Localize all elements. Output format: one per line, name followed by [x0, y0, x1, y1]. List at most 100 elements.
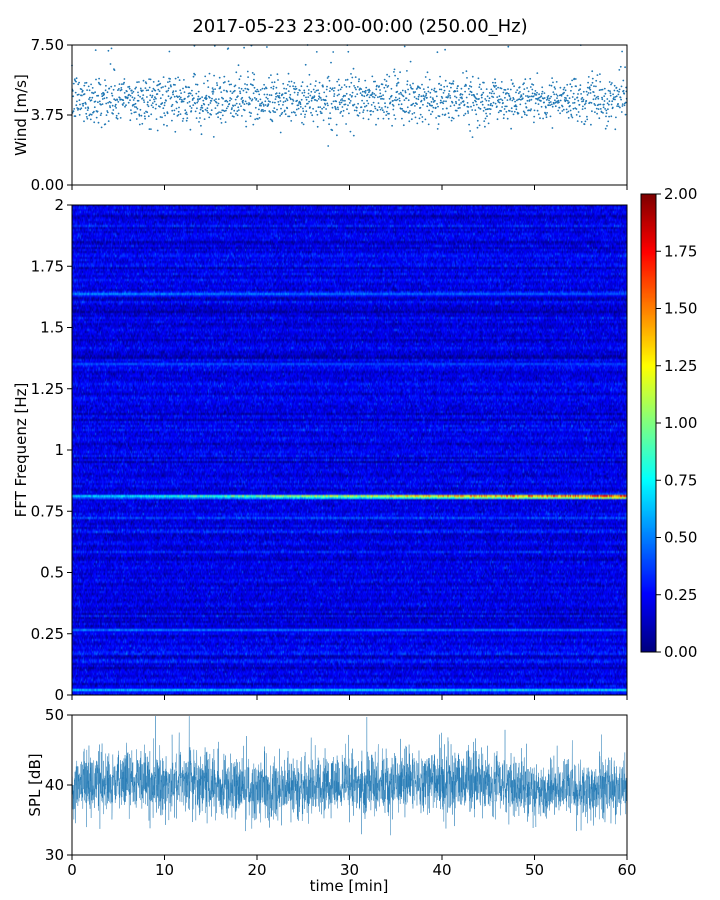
wind-point — [399, 71, 401, 74]
wind-point — [315, 51, 318, 53]
wind-point — [485, 99, 488, 102]
wind-point — [492, 96, 495, 98]
wind-point — [622, 79, 625, 82]
wind-point — [507, 88, 509, 90]
wind-point — [154, 96, 156, 99]
wind-point — [297, 104, 300, 106]
wind-point — [506, 99, 509, 101]
wind-point — [326, 102, 329, 105]
wind-point — [194, 102, 197, 105]
wind-point — [429, 96, 432, 98]
wind-point — [290, 98, 292, 101]
wind-point — [490, 102, 492, 105]
wind-point — [274, 98, 277, 100]
wind-point — [307, 89, 310, 91]
wind-point — [104, 89, 107, 92]
wind-point — [258, 117, 261, 119]
wind-point — [408, 112, 410, 114]
wind-point — [314, 91, 316, 93]
wind-point — [96, 110, 99, 113]
wind-point — [439, 99, 442, 102]
wind-point — [339, 103, 341, 106]
spectrogram-ytick-label: 0.5 — [40, 564, 64, 582]
wind-point — [292, 100, 295, 102]
wind-point — [505, 105, 508, 108]
wind-point — [520, 95, 523, 98]
wind-point — [149, 99, 151, 102]
wind-point — [329, 112, 331, 114]
wind-point — [426, 71, 429, 74]
wind-point — [387, 85, 390, 87]
wind-point — [179, 96, 182, 99]
wind-point — [72, 82, 75, 85]
wind-point — [427, 123, 430, 126]
wind-point — [457, 107, 460, 109]
wind-point — [382, 117, 385, 120]
wind-point — [319, 106, 322, 108]
wind-point — [238, 78, 241, 81]
wind-point — [172, 93, 175, 96]
wind-point — [609, 94, 612, 97]
wind-point — [406, 80, 409, 83]
wind-point — [361, 99, 363, 102]
wind-point — [551, 127, 554, 129]
wind-point — [424, 118, 427, 121]
wind-point — [321, 84, 324, 87]
wind-point — [435, 90, 438, 93]
wind-point — [297, 91, 299, 94]
wind-point — [513, 110, 516, 113]
wind-point — [229, 112, 232, 114]
wind-point — [257, 118, 259, 120]
wind-point — [284, 113, 287, 116]
wind-point — [493, 92, 495, 95]
wind-point — [225, 107, 228, 110]
wind-point — [536, 109, 539, 112]
wind-point — [538, 93, 540, 96]
wind-point — [328, 90, 331, 92]
colorbar-tick-label: 1.75 — [664, 242, 697, 260]
wind-point — [461, 97, 463, 100]
wind-point — [416, 103, 418, 105]
wind-point — [147, 115, 150, 118]
wind-point — [571, 79, 573, 82]
wind-point — [469, 81, 472, 83]
wind-point — [374, 107, 377, 110]
wind-point — [320, 99, 323, 101]
wind-point — [117, 89, 119, 91]
wind-point — [138, 113, 141, 116]
wind-point — [157, 88, 160, 91]
wind-point — [297, 107, 300, 110]
wind-point — [145, 89, 148, 92]
wind-point — [192, 104, 195, 106]
wind-point — [621, 103, 624, 105]
wind-point — [213, 99, 216, 102]
wind-point — [223, 89, 225, 92]
wind-point — [122, 102, 125, 104]
wind-point — [421, 116, 424, 118]
wind-point — [430, 101, 433, 103]
spectrogram-ytick-label: 1.5 — [40, 319, 64, 337]
wind-point — [259, 103, 261, 105]
wind-point — [431, 110, 434, 113]
wind-point — [477, 77, 480, 80]
wind-point — [356, 86, 359, 88]
wind-point — [231, 107, 233, 109]
wind-point — [483, 106, 486, 109]
wind-point — [242, 89, 245, 92]
wind-point — [304, 113, 306, 116]
wind-point — [398, 93, 400, 95]
wind-point — [515, 108, 518, 111]
wind-point — [447, 112, 450, 115]
wind-point — [115, 107, 117, 109]
wind-point — [379, 92, 382, 95]
wind-point — [461, 93, 464, 96]
wind-point — [609, 92, 612, 94]
colorbar-tick-label: 1.25 — [664, 357, 697, 375]
wind-point — [536, 91, 538, 94]
wind-point — [338, 84, 341, 87]
wind-point — [548, 84, 551, 87]
wind-point — [286, 84, 289, 86]
wind-point — [341, 106, 344, 108]
wind-point — [163, 104, 166, 107]
wind-point — [263, 83, 265, 86]
